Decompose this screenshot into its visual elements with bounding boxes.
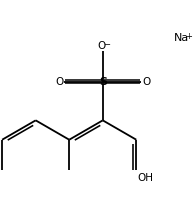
Text: O: O	[55, 77, 63, 87]
Text: O: O	[97, 41, 106, 51]
Text: O: O	[142, 77, 151, 87]
Text: S: S	[99, 77, 107, 87]
Text: OH: OH	[138, 174, 154, 183]
Text: Na: Na	[174, 33, 189, 43]
Text: +: +	[185, 32, 192, 41]
Text: −: −	[103, 40, 110, 49]
